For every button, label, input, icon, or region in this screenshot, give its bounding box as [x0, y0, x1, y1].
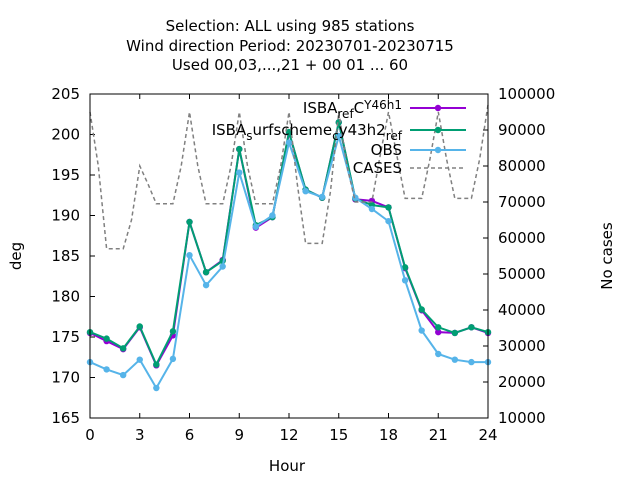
y2-tick-label: 10000 — [498, 409, 546, 427]
data-point — [418, 327, 425, 334]
data-point — [153, 384, 160, 392]
data-point — [285, 139, 293, 146]
chart-title-line-3: Used 00,03,...,21 + 00 01 ... 60 — [171, 56, 409, 74]
data-point — [202, 269, 210, 276]
y-tick-label: 175 — [51, 328, 80, 346]
data-point — [368, 205, 376, 213]
y-tick-label: 195 — [51, 166, 80, 184]
data-point — [468, 358, 475, 366]
series-0 — [86, 119, 492, 369]
y-tick-label: 185 — [51, 247, 80, 265]
series-2 — [86, 132, 492, 392]
data-point — [451, 356, 459, 363]
y2-tick-label: 60000 — [498, 229, 546, 247]
legend: ISBArefCY46h1ISBAsurfschemecy43h2refOBSC… — [212, 98, 466, 177]
data-point — [468, 324, 475, 331]
chart-title-line-2: Wind direction Period: 20230701-20230715 — [126, 37, 454, 55]
y2-tick-label: 40000 — [498, 301, 546, 319]
data-point — [269, 212, 276, 219]
data-point — [451, 329, 459, 337]
data-point — [401, 277, 409, 284]
x-tick-label: 12 — [279, 426, 298, 444]
data-point — [119, 371, 127, 379]
y-tick-label: 170 — [51, 369, 80, 387]
data-point — [119, 345, 127, 352]
series-1 — [86, 119, 492, 368]
y2-tick-label: 90000 — [498, 121, 546, 139]
series-3 — [89, 104, 489, 250]
x-tick-label: 0 — [85, 426, 95, 444]
legend-label: ISBAsurfschemecy43h2ref — [212, 121, 403, 143]
series-line — [89, 104, 489, 250]
data-point — [302, 188, 309, 195]
y2-tick-label: 70000 — [498, 193, 546, 211]
y-tick-label: 205 — [51, 85, 80, 103]
x-tick-label: 3 — [135, 426, 145, 444]
data-point — [103, 366, 110, 373]
data-point — [169, 328, 177, 335]
x-tick-label: 6 — [185, 426, 195, 444]
series-line — [89, 122, 489, 367]
x-tick-label: 9 — [234, 426, 244, 444]
legend-marker — [434, 104, 442, 112]
data-point — [418, 306, 425, 313]
data-point — [136, 356, 143, 363]
data-point — [236, 169, 243, 176]
chart-title-line-1: Selection: ALL using 985 stations — [165, 17, 415, 35]
legend-label: ISBArefCY46h1 — [303, 98, 402, 121]
y2-tick-label: 50000 — [498, 265, 546, 283]
data-point — [103, 335, 110, 342]
data-point — [252, 223, 260, 231]
legend-marker — [434, 126, 442, 134]
data-point — [318, 193, 326, 201]
data-point — [186, 251, 193, 259]
legend-marker — [434, 146, 442, 154]
x-tick-label: 15 — [329, 426, 348, 444]
data-point — [401, 264, 409, 271]
data-point — [385, 217, 392, 225]
legend-label: CASES — [353, 159, 402, 177]
data-point — [435, 350, 442, 358]
data-point — [136, 323, 143, 330]
data-point — [202, 281, 210, 289]
data-point — [385, 204, 392, 211]
data-point — [435, 324, 442, 331]
y2-axis-label: No cases — [598, 222, 616, 290]
y-axis-label: deg — [7, 242, 25, 270]
data-point — [169, 355, 177, 363]
y-tick-label: 190 — [51, 207, 80, 225]
data-point — [186, 218, 193, 226]
data-point — [335, 132, 342, 140]
data-point — [219, 263, 226, 270]
y-tick-label: 200 — [51, 126, 80, 144]
x-tick-label: 18 — [379, 426, 398, 444]
data-point — [153, 361, 160, 368]
x-axis-label: Hour — [269, 457, 306, 475]
y2-tick-label: 80000 — [498, 157, 546, 175]
y2-tick-label: 30000 — [498, 337, 546, 355]
legend-label: OBS — [371, 141, 402, 159]
series-line — [89, 122, 489, 368]
x-tick-label: 24 — [478, 426, 497, 444]
y-tick-label: 180 — [51, 288, 80, 306]
series-lines — [86, 104, 492, 392]
data-point — [236, 145, 243, 153]
x-tick-label: 21 — [429, 426, 448, 444]
plot-frame — [89, 93, 489, 419]
axis-tick-labels: 0 3 6 9 12 15 18 21 24 165 170 175 180 185 190 195 200 20… — [51, 85, 555, 444]
data-point — [435, 328, 442, 336]
y2-tick-label: 100000 — [498, 85, 555, 103]
y-tick-label: 165 — [51, 409, 80, 427]
y2-tick-label: 20000 — [498, 373, 546, 391]
